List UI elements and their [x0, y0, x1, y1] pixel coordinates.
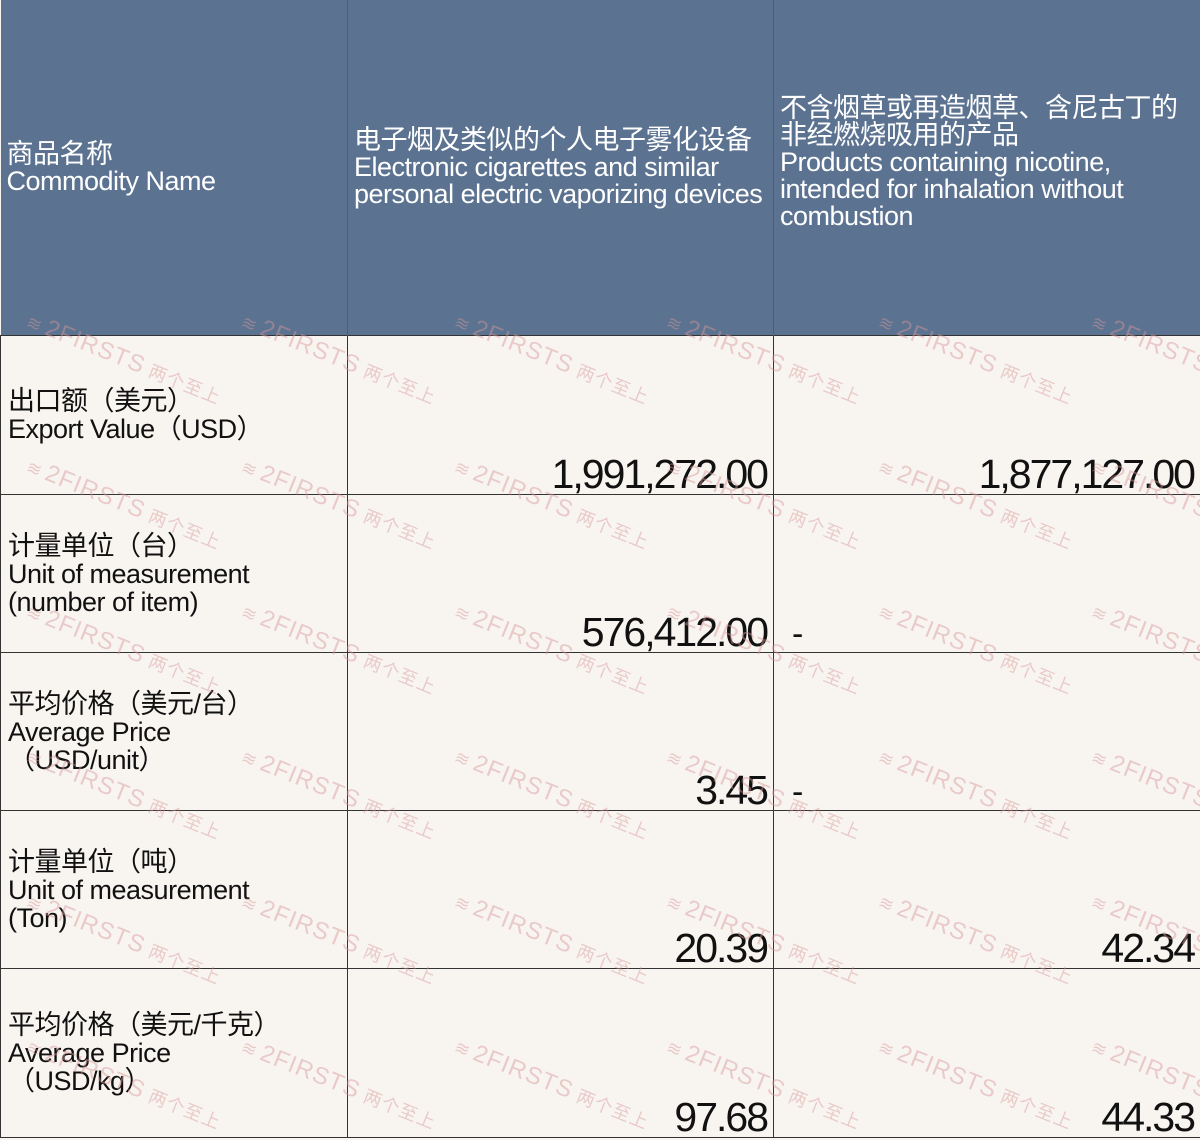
table-row: 计量单位（台） Unit of measurement (number of i… — [1, 495, 1200, 653]
e-cigarettes-value: 3.45 — [348, 653, 774, 811]
nicotine-products-value: - — [774, 495, 1200, 653]
row-label-cn: 计量单位（台） — [8, 532, 347, 560]
nicotine-products-value: 42.34 — [774, 811, 1200, 969]
table-row: 平均价格（美元/台） Average Price （USD/unit） 3.45… — [1, 653, 1200, 811]
header-row: 商品名称 Commodity Name 电子烟及类似的个人电子雾化设备 Elec… — [1, 0, 1200, 336]
header-nicotine-products: 不含烟草或再造烟草、含尼古丁的非经燃烧吸用的产品 Products contai… — [774, 0, 1200, 336]
e-cigarettes-value: 97.68 — [348, 969, 774, 1138]
table-row: 平均价格（美元/千克） Average Price （USD/kg） 97.68… — [1, 969, 1200, 1138]
row-label-cn: 平均价格（美元/千克） — [8, 1011, 347, 1039]
header-en: Products containing nicotine, intended f… — [780, 149, 1194, 230]
row-label-en: Average Price — [8, 1039, 347, 1067]
header-cn: 不含烟草或再造烟草、含尼古丁的非经燃烧吸用的产品 — [780, 95, 1194, 149]
row-label-en: Export Value（USD） — [8, 415, 347, 443]
row-label-en: Unit of measurement — [8, 560, 347, 588]
header-cn: 电子烟及类似的个人电子雾化设备 — [354, 127, 767, 154]
header-e-cigarettes: 电子烟及类似的个人电子雾化设备 Electronic cigarettes an… — [348, 0, 774, 336]
header-en: Electronic cigarettes and similar person… — [354, 154, 767, 208]
row-label: 出口额（美元） Export Value（USD） — [1, 336, 348, 495]
header-en: Commodity Name — [7, 168, 342, 195]
row-label-en2: (number of item) — [8, 588, 347, 616]
table-row: 计量单位（吨） Unit of measurement (Ton) 20.39 … — [1, 811, 1200, 969]
nicotine-products-value: - — [774, 653, 1200, 811]
row-label: 平均价格（美元/千克） Average Price （USD/kg） — [1, 969, 348, 1138]
row-label-cn: 平均价格（美元/台） — [8, 690, 347, 718]
row-label-en2: （USD/kg） — [8, 1067, 347, 1095]
e-cigarettes-value: 20.39 — [348, 811, 774, 969]
nicotine-products-value: 1,877,127.00 — [774, 336, 1200, 495]
row-label-cn: 计量单位（吨） — [8, 848, 347, 876]
e-cigarettes-value: 1,991,272.00 — [348, 336, 774, 495]
e-cigarettes-value: 576,412.00 — [348, 495, 774, 653]
header-commodity-name: 商品名称 Commodity Name — [1, 0, 348, 336]
row-label: 计量单位（吨） Unit of measurement (Ton) — [1, 811, 348, 969]
header-cn: 商品名称 — [7, 141, 342, 168]
row-label-en: Unit of measurement — [8, 876, 347, 904]
nicotine-products-value: 44.33 — [774, 969, 1200, 1138]
row-label-cn: 出口额（美元） — [8, 387, 347, 415]
row-label-en2: （USD/unit） — [8, 746, 347, 774]
row-label-en2: (Ton) — [8, 904, 347, 932]
row-label: 计量单位（台） Unit of measurement (number of i… — [1, 495, 348, 653]
row-label: 平均价格（美元/台） Average Price （USD/unit） — [1, 653, 348, 811]
row-label-en: Average Price — [8, 718, 347, 746]
table-row: 出口额（美元） Export Value（USD） 1,991,272.00 1… — [1, 336, 1200, 495]
